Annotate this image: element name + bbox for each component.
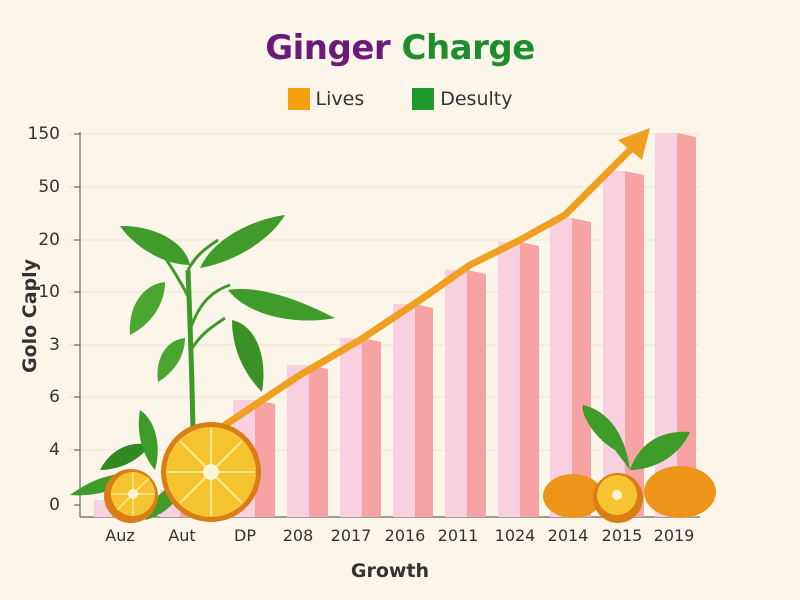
x-tick: DP xyxy=(234,526,256,545)
trend-arrow-icon xyxy=(221,128,650,429)
x-tick: 2015 xyxy=(601,526,643,545)
x-tick: 1024 xyxy=(494,526,536,545)
x-tick: Auz xyxy=(105,526,135,545)
y-tick: 4 xyxy=(49,440,60,460)
bar-2017 xyxy=(340,338,381,517)
small-orange-half-icon xyxy=(104,469,158,523)
y-tick: 3 xyxy=(49,335,60,355)
legend-label: Lives xyxy=(315,88,365,110)
title-word-2: Charge xyxy=(401,28,536,68)
legend-item-lives: Lives xyxy=(287,88,365,110)
x-axis-label: Growth xyxy=(350,560,430,582)
bar-2011 xyxy=(445,270,486,517)
bar-2014 xyxy=(550,218,591,517)
legend-label: Desulty xyxy=(440,88,513,110)
x-tick: Aut xyxy=(168,526,196,545)
y-tick: 6 xyxy=(49,387,60,407)
x-tick: 2014 xyxy=(547,526,589,545)
y-tick: 0 xyxy=(49,495,60,515)
y-tick: 150 xyxy=(27,124,60,144)
gridlines xyxy=(68,133,700,451)
legend: Lives Desulty xyxy=(0,88,800,110)
x-tick: 208 xyxy=(282,526,314,545)
x-tick: 2019 xyxy=(653,526,695,545)
orange-slice-icon xyxy=(161,422,261,522)
bar-2016 xyxy=(393,304,433,517)
chart-title: Ginger Charge xyxy=(0,28,800,68)
y-axis-label: Golo Caply xyxy=(19,258,41,374)
legend-item-desulty: Desulty xyxy=(412,88,512,110)
x-tick: 2017 xyxy=(330,526,372,545)
title-word-1: Ginger xyxy=(265,28,391,68)
y-tick: 10 xyxy=(38,282,60,302)
y-tick: 50 xyxy=(38,177,60,197)
bar-208 xyxy=(287,365,328,517)
bar-2019 xyxy=(655,133,696,517)
bar-1024 xyxy=(498,242,539,517)
legend-swatch-orange xyxy=(287,88,310,110)
x-tick: 2011 xyxy=(437,526,479,545)
legend-swatch-green xyxy=(412,88,435,110)
oranges-cluster-icon xyxy=(543,405,716,523)
x-tick: 2016 xyxy=(384,526,426,545)
y-tick: 20 xyxy=(38,230,60,250)
